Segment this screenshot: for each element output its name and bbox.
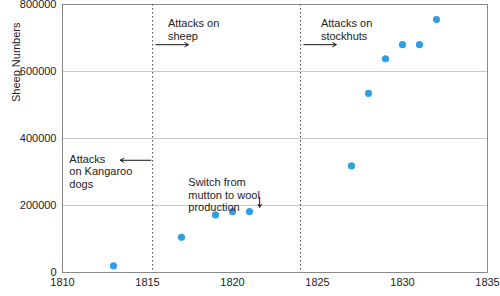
svg-text:1810: 1810 xyxy=(50,276,74,288)
svg-text:1815: 1815 xyxy=(135,276,159,288)
svg-text:1825: 1825 xyxy=(305,276,329,288)
svg-text:800000: 800000 xyxy=(20,0,57,10)
svg-text:Attackson Kangaroodogs: Attackson Kangaroodogs xyxy=(69,153,132,190)
svg-text:1820: 1820 xyxy=(220,276,244,288)
svg-text:Attacks onstockhuts: Attacks onstockhuts xyxy=(321,17,372,42)
svg-text:400000: 400000 xyxy=(20,132,57,144)
svg-text:600000: 600000 xyxy=(20,65,57,77)
svg-text:200000: 200000 xyxy=(20,199,57,211)
svg-text:Attacks onsheep: Attacks onsheep xyxy=(168,17,219,42)
svg-text:1830: 1830 xyxy=(390,276,414,288)
svg-text:Sheep Numbers: Sheep Numbers xyxy=(10,22,22,102)
svg-text:0: 0 xyxy=(50,266,57,278)
svg-text:Switch frommutton to woolprodu: Switch frommutton to woolproduction xyxy=(188,176,260,213)
svg-text:1835: 1835 xyxy=(475,276,499,288)
